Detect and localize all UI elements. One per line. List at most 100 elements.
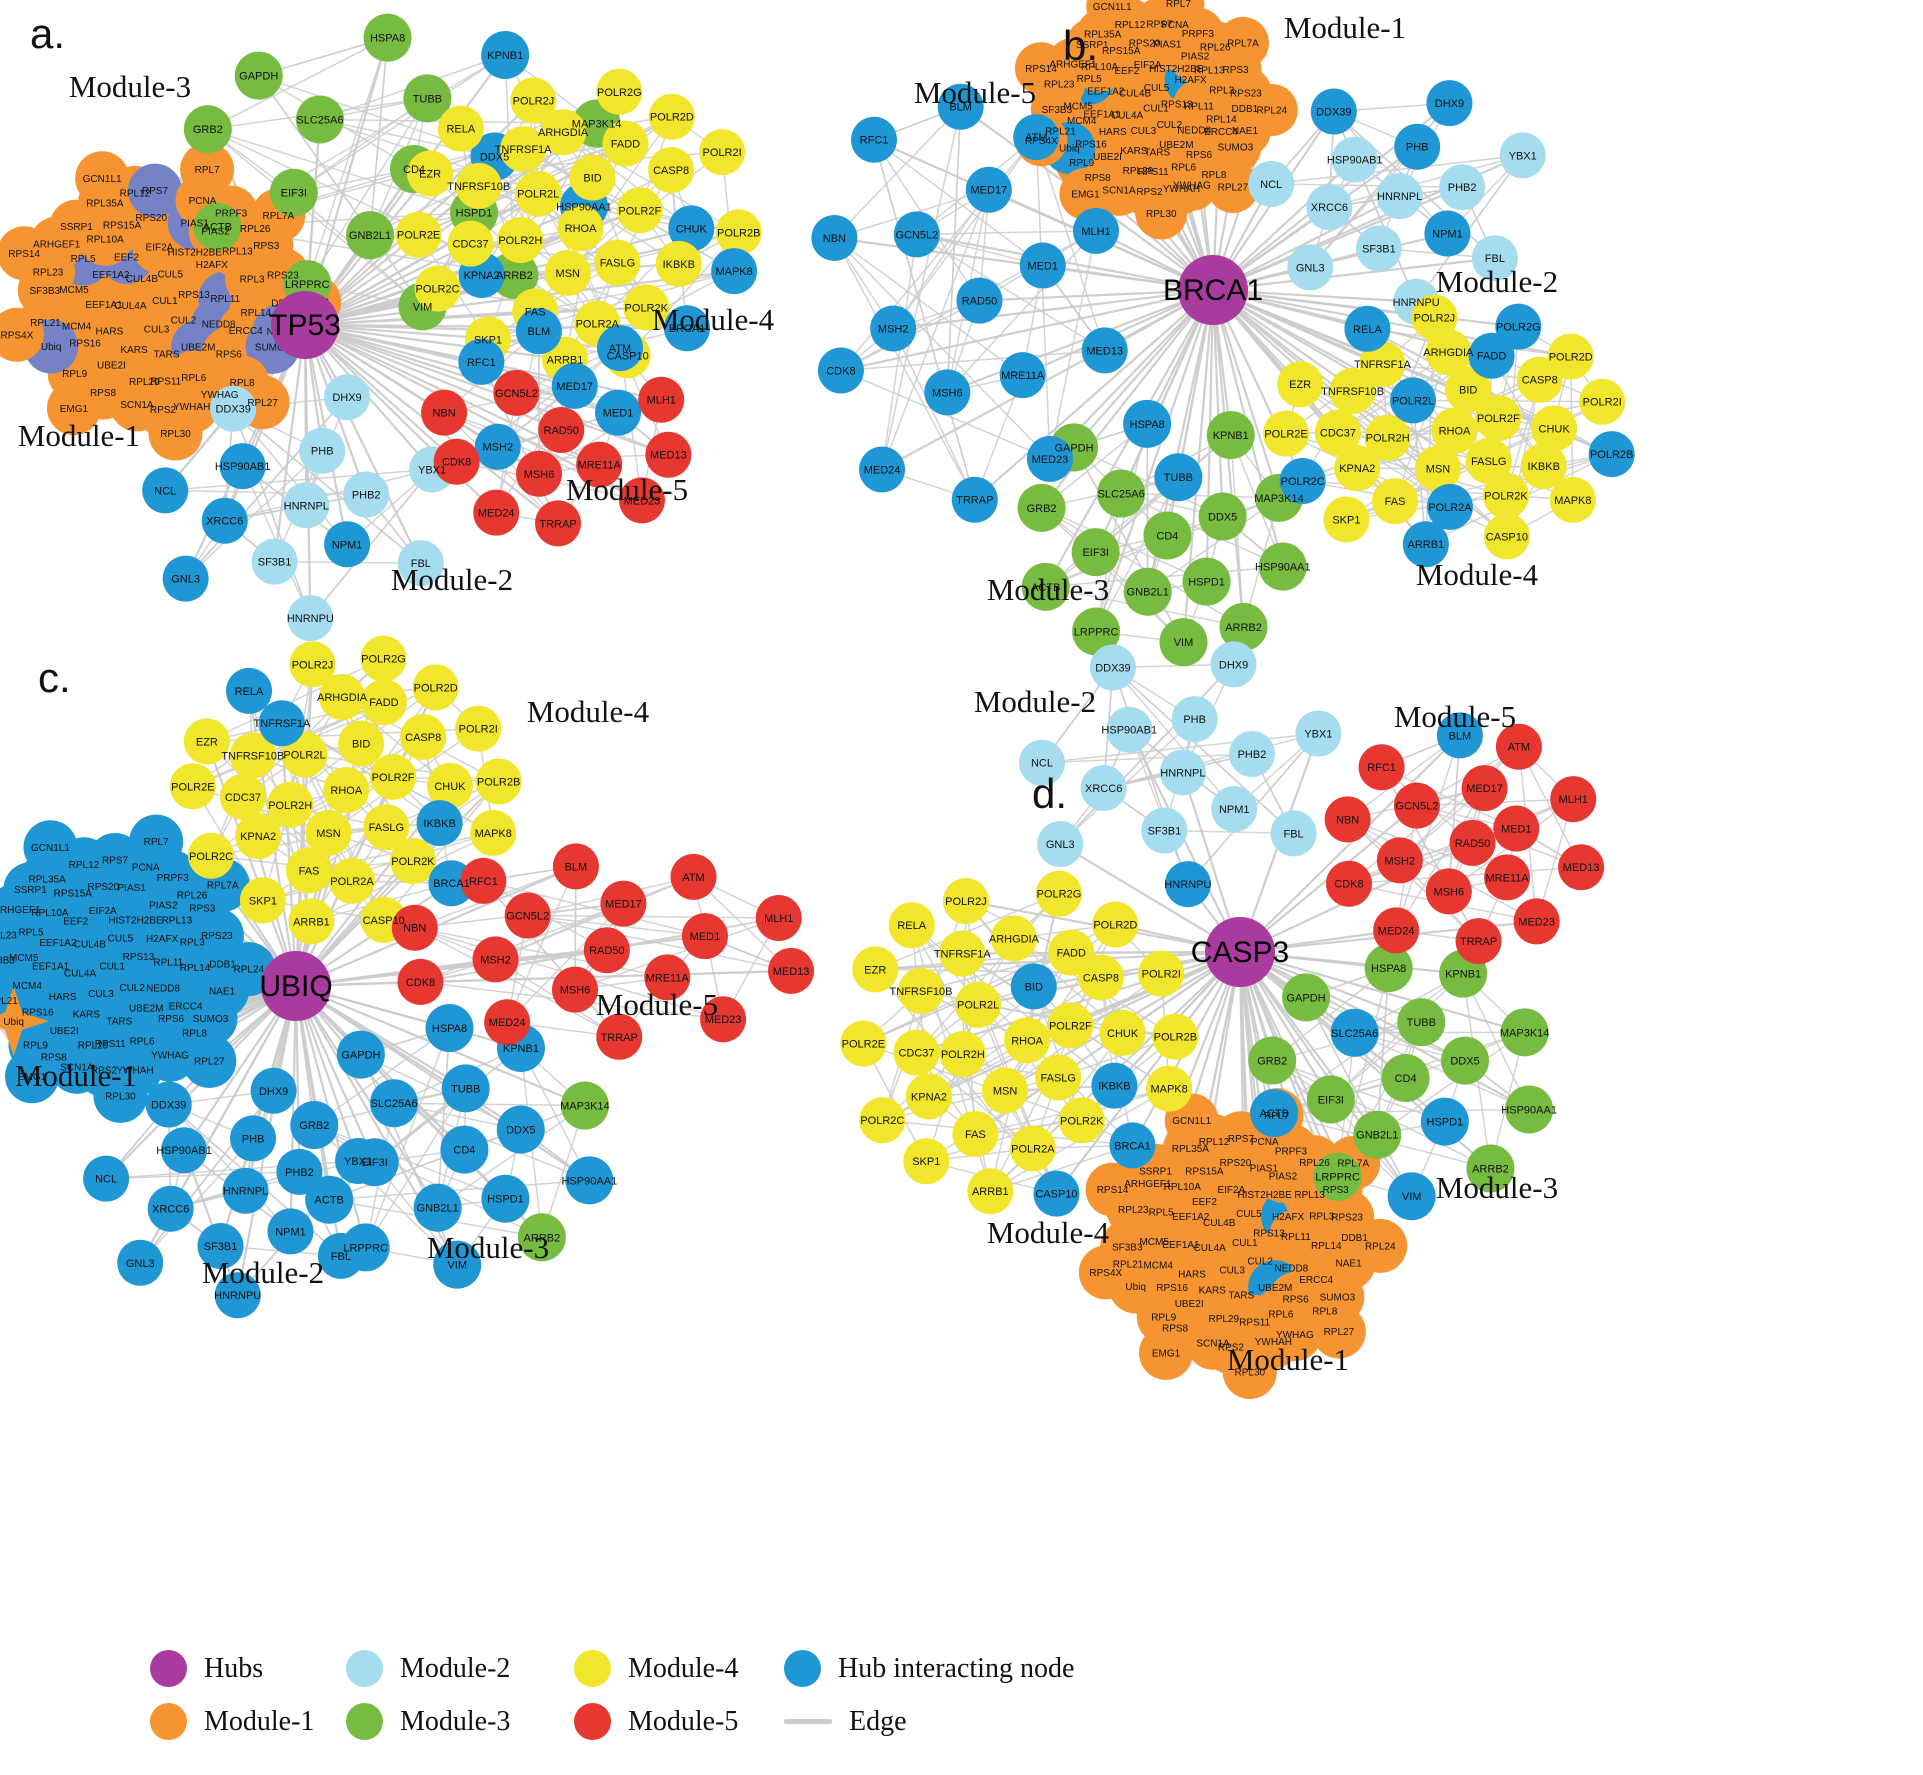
node-POLR2F	[616, 187, 663, 234]
node-RAD50	[538, 407, 585, 454]
node-NPM1	[1424, 210, 1471, 257]
node-label-RPL21: RPL21	[30, 318, 61, 329]
node-label-PHB2: PHB2	[1448, 182, 1477, 194]
legend-label: Hub interacting node	[838, 1652, 1075, 1684]
node-label-YBX1: YBX1	[344, 1156, 372, 1168]
node-label-Ubiq: Ubiq	[1125, 1282, 1146, 1293]
node-label-MSH2: MSH2	[878, 324, 909, 336]
edge	[436, 1027, 451, 1208]
legend-item-module5: Module-5	[574, 1703, 784, 1740]
module-title-a-module3: Module-3	[69, 69, 191, 104]
node-NCL	[1248, 160, 1295, 207]
node-label-TNFRSF10B: TNFRSF10B	[1321, 386, 1384, 398]
node-EIF3I	[350, 1138, 399, 1187]
node-label-CUL4A: CUL4A	[64, 969, 97, 980]
node-label-SSRP1: SSRP1	[1076, 40, 1109, 51]
node-label-CHUK: CHUK	[1539, 423, 1571, 435]
module-title-c-module3: Module-3	[427, 1230, 549, 1265]
node-label-RPS20: RPS20	[1220, 1158, 1252, 1169]
edge	[1120, 492, 1284, 568]
node-label-CHUK: CHUK	[434, 781, 466, 793]
edge	[1376, 968, 1390, 1135]
node-POLR2H	[267, 781, 314, 828]
node-RPL30	[93, 1068, 148, 1123]
node-label-TNFRSF1A: TNFRSF1A	[253, 718, 311, 730]
node-label-POLR2L: POLR2L	[957, 1000, 999, 1012]
node-MED13	[1558, 844, 1605, 891]
node-PHB2	[343, 471, 390, 518]
module-title-b-module5: Module-5	[914, 75, 1036, 110]
node-label-RFC1: RFC1	[860, 135, 889, 147]
node-CHUK	[426, 762, 473, 809]
node-EZR	[1277, 361, 1324, 408]
node-CASP10	[1483, 513, 1530, 560]
node-label-CHUK: CHUK	[676, 223, 708, 235]
node-GCN1L1	[75, 151, 130, 206]
node-label-HIST2H2BE: HIST2H2BE	[1149, 64, 1204, 75]
node-label-EMG1: EMG1	[18, 1072, 47, 1083]
node-POLR2B	[1152, 1013, 1199, 1060]
node-label-CUL5: CUL5	[157, 270, 183, 281]
node-label-RPS14: RPS14	[8, 249, 40, 260]
node-GCN5L2	[893, 211, 940, 258]
node-label-CUL2: CUL2	[1247, 1256, 1273, 1267]
hub-edge	[873, 138, 1214, 292]
node-label-GRB2: GRB2	[193, 124, 223, 136]
edge	[106, 1171, 300, 1180]
node-label-RELA: RELA	[1353, 324, 1382, 336]
node-DDX39	[210, 385, 257, 432]
node-label-RPS6: RPS6	[158, 1014, 185, 1025]
node-label-NBN: NBN	[403, 923, 426, 935]
node-label-GNB2L1: GNB2L1	[1127, 587, 1169, 599]
node-label-RPL26: RPL26	[1299, 1158, 1330, 1169]
module-title-b-module4: Module-4	[1416, 557, 1539, 592]
node-MED24	[859, 446, 906, 493]
edge	[1347, 734, 1461, 820]
node-MSN	[982, 1067, 1029, 1114]
node-POLR2I	[455, 705, 502, 752]
node-CD4	[1143, 511, 1192, 560]
node-label-POLR2J: POLR2J	[945, 896, 987, 908]
node-label-MSH6: MSH6	[560, 985, 591, 997]
node-label-MED17: MED17	[971, 185, 1008, 197]
node-label-CUL4B: CUL4B	[1119, 89, 1152, 100]
node-label-SKP1: SKP1	[474, 334, 502, 346]
node-RPS14	[1085, 1162, 1140, 1217]
node-label-POLR2K: POLR2K	[625, 302, 669, 314]
node-RELA	[888, 902, 935, 949]
node-POLR2K	[1058, 1097, 1105, 1144]
node-label-SF3B3: SF3B3	[0, 956, 15, 967]
module-title-a-module1: Module-1	[18, 418, 140, 453]
node-label-CDC37: CDC37	[225, 792, 261, 804]
legend-label: Module-4	[628, 1652, 739, 1684]
node-HNRNPU	[214, 1272, 261, 1319]
node-TUBB	[1397, 998, 1446, 1047]
node-label-RPL35A: RPL35A	[1172, 1144, 1210, 1155]
node-label-RPS13: RPS13	[178, 290, 210, 301]
node-label-POLR2D: POLR2D	[1093, 919, 1137, 931]
edge	[946, 230, 1097, 393]
node-XRCC6	[1306, 184, 1353, 231]
node-POLR2K	[389, 838, 436, 885]
node-SLC25A6	[1330, 1008, 1379, 1057]
node-label-DHX9: DHX9	[1435, 98, 1464, 110]
node-label-RPS8: RPS8	[41, 1052, 68, 1063]
hub-edge	[295, 984, 522, 1050]
node-label-DDB1: DDB1	[209, 960, 236, 971]
node-label-TNFRSF10B: TNFRSF10B	[890, 986, 953, 998]
node-label-POLR2G: POLR2G	[597, 87, 642, 99]
node-BLM	[552, 843, 599, 890]
node-label-RPL30: RPL30	[1235, 1368, 1266, 1379]
node-POLR2D	[1092, 901, 1139, 948]
node-NCL	[142, 467, 189, 514]
node-MAP3K14	[1500, 1008, 1549, 1057]
module-title-c-module4: Module-4	[527, 694, 650, 729]
node-label-GCN1L1: GCN1L1	[1093, 2, 1132, 13]
node-POLR2B	[1588, 431, 1635, 478]
node-label-GCN5L2: GCN5L2	[495, 388, 538, 400]
node-label-MCM5: MCM5	[9, 953, 39, 964]
node-CDK8	[817, 347, 864, 394]
node-label-FASLG: FASLG	[1471, 456, 1506, 468]
node-label-POLR2F: POLR2F	[1477, 413, 1520, 425]
node-RPS7	[127, 163, 182, 218]
